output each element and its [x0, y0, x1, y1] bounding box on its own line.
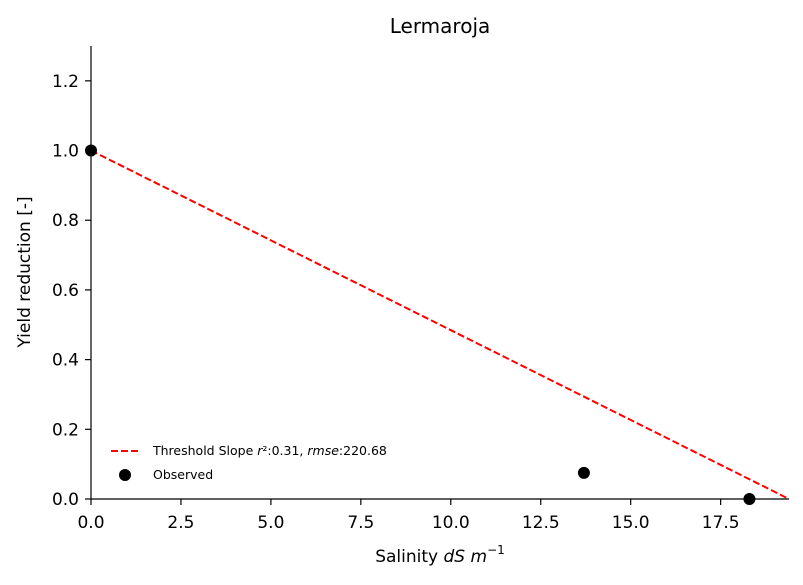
legend: Threshold Slope r²:0.31, rmse:220.68 Obs… [111, 443, 387, 482]
y-tick-label: 1.0 [52, 142, 79, 162]
legend-r2-sup: ² [262, 443, 267, 458]
y-tick-label: 1.2 [52, 72, 79, 92]
y-tick-label: 0.4 [52, 351, 79, 371]
x-axis-label-units: dS m [444, 547, 488, 567]
x-tick-label: 17.5 [702, 513, 740, 533]
observed-point [85, 144, 97, 157]
x-axis-label-exponent: −1 [487, 543, 505, 557]
legend-scatter-swatch [119, 469, 131, 481]
observed-point [743, 493, 756, 505]
plot-marks [85, 144, 790, 505]
legend-line-name: Threshold Slope [152, 443, 257, 458]
legend-rmse-symbol: rmse [307, 443, 339, 458]
x-tick-label: 5.0 [257, 513, 284, 533]
y-tick-label: 0.2 [52, 420, 79, 440]
x-axis-label-text: Salinity [375, 547, 443, 567]
x-tick-label: 12.5 [522, 513, 560, 533]
legend-r2-value: :0.31, [267, 443, 307, 458]
x-tick-label: 2.5 [167, 513, 194, 533]
legend-line-label: Threshold Slope r²:0.31, rmse:220.68 [152, 443, 387, 458]
x-tick-label: 0.0 [77, 513, 104, 533]
legend-scatter-label: Observed [153, 467, 213, 482]
x-ticks: 0.0 2.5 5.0 7.5 10.0 12.5 15.0 17.5 [77, 499, 740, 533]
y-ticks: 0.0 0.2 0.4 0.6 0.8 1.0 1.2 [52, 72, 91, 510]
threshold-slope-line [90, 149, 790, 500]
x-tick-label: 10.0 [432, 513, 470, 533]
y-axis-label: Yield reduction [-] [15, 196, 35, 348]
x-tick-label: 7.5 [347, 513, 374, 533]
legend-rmse-value: :220.68 [339, 443, 387, 458]
y-tick-label: 0.8 [52, 211, 79, 231]
x-axis-label: Salinity dS m−1 [375, 543, 505, 567]
legend-r2-symbol: r [257, 443, 263, 458]
observed-point [577, 466, 590, 479]
y-tick-label: 0.6 [52, 281, 79, 301]
x-tick-label: 15.0 [612, 513, 650, 533]
chart-title: Lermaroja [390, 14, 491, 38]
y-tick-label: 0.0 [52, 490, 79, 510]
